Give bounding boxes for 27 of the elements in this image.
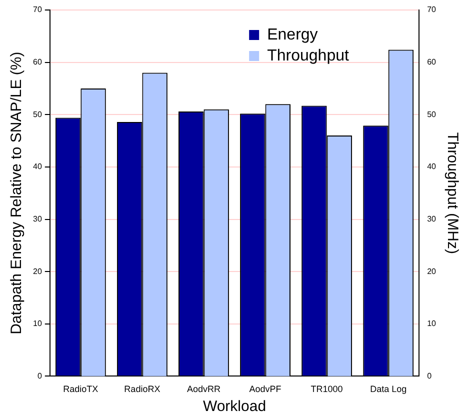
y-tick-label: 50 [32, 110, 42, 119]
y-tick-label: 20 [32, 266, 42, 276]
legend-label: Energy [267, 26, 318, 44]
y2-tick-label: 40 [427, 162, 437, 172]
y-tick-label: 70 [32, 5, 42, 14]
x-tick-label: RadioRX [124, 384, 160, 394]
y2-tick-label: 20 [427, 266, 437, 276]
x-tick-label: RadioTX [63, 384, 98, 394]
y2-tick-label: 0 [427, 371, 432, 380]
y2-axis-title: Throughput (MHz) [444, 132, 461, 254]
y2-tick-label: 60 [427, 58, 437, 67]
y2-tick-label: 30 [427, 214, 437, 224]
x-tick-label: AodvPF [249, 384, 282, 394]
y-tick-label: 10 [32, 319, 42, 328]
y-tick-label: 0 [37, 371, 42, 380]
y2-tick-label: 10 [427, 319, 437, 328]
y-tick-label: 60 [32, 58, 42, 67]
y2-tick-label: 70 [427, 5, 437, 14]
y2-tick-label: 50 [427, 110, 437, 119]
y-axis-title: Datapath Energy Relative to SNAP/LE (%) [8, 52, 26, 334]
x-tick-label: Data Log [370, 384, 407, 394]
x-tick-label: TR1000 [310, 384, 343, 394]
x-tick-label: AodvRR [186, 384, 221, 394]
legend-label: Throughput [267, 47, 350, 64]
y-tick-label: 30 [32, 214, 42, 224]
y-tick-label: 40 [32, 162, 42, 172]
x-axis-title: Workload [202, 398, 266, 416]
